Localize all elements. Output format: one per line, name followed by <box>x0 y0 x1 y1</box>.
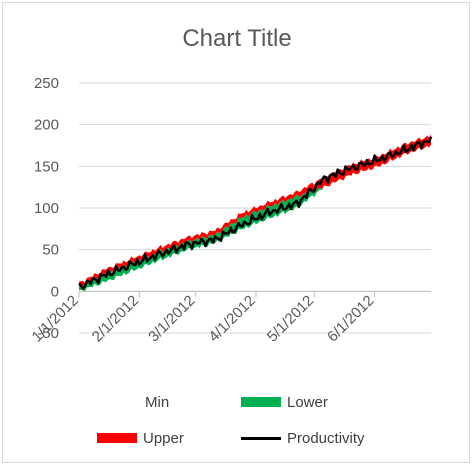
legend-item-lower: Lower <box>241 390 328 414</box>
legend-swatch-productivity <box>241 436 281 440</box>
legend-item-min: Min <box>99 390 169 414</box>
legend-swatch-lower <box>241 397 281 407</box>
chart-frame: Chart Title -50 0 50 100 150 200 250 1/1/2012 2/… <box>2 2 470 463</box>
y-tick-label: 250 <box>34 75 59 92</box>
legend-label-lower: Lower <box>287 393 328 411</box>
chart-title: Chart Title <box>182 25 292 52</box>
legend-item-productivity: Productivity <box>241 426 365 450</box>
legend-label-productivity: Productivity <box>287 429 365 447</box>
x-tick-label: 3/1/2012 <box>145 292 198 345</box>
legend-row-2: Upper Productivity <box>3 426 471 450</box>
legend-item-upper: Upper <box>97 426 184 450</box>
y-tick-label: 50 <box>42 242 59 259</box>
legend-label-upper: Upper <box>143 429 184 447</box>
legend-label-min: Min <box>145 393 170 411</box>
y-tick-label: 200 <box>34 117 59 134</box>
series-productivity-line <box>78 136 433 290</box>
legend-swatch-upper <box>97 433 137 443</box>
y-tick-label: 0 <box>51 283 59 300</box>
y-tick-label: -50 <box>37 325 59 342</box>
x-tick-label: 2/1/2012 <box>89 292 142 345</box>
legend-swatch-min <box>99 397 139 407</box>
y-tick-label: 100 <box>34 200 59 217</box>
legend-row-1: Min Lower <box>3 390 471 414</box>
x-tick-label: 4/1/2012 <box>205 292 258 345</box>
x-tick-label: 6/1/2012 <box>324 292 377 345</box>
x-tick-label: 5/1/2012 <box>264 292 317 345</box>
y-tick-label: 150 <box>34 158 59 175</box>
